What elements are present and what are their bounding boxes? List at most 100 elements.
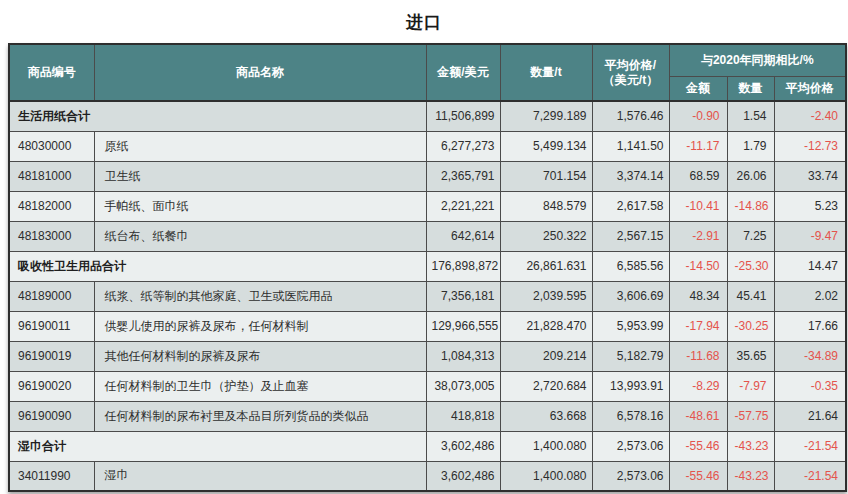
yoy-avg-price-cell: -34.89 [774,341,846,371]
avg-price-cell: 6,585.56 [592,251,669,281]
quantity-cell: 1,400.080 [500,461,592,491]
yoy-quantity-cell: -43.23 [727,431,774,461]
yoy-avg-price-cell: -12.73 [774,131,846,161]
product-name-cell: 纸浆、纸等制的其他家庭、卫生或医院用品 [94,281,426,311]
product-name-cell: 供婴儿使用的尿裤及尿布，任何材料制 [94,311,426,341]
yoy-amount-cell: -14.50 [669,251,727,281]
product-code-cell: 48182000 [9,191,94,221]
amount-cell: 1,084,313 [426,341,500,371]
amount-cell: 2,221,221 [426,191,500,221]
yoy-quantity-cell: 1.79 [727,131,774,161]
yoy-avg-price-cell: -2.40 [774,101,846,131]
product-code-cell: 96190090 [9,401,94,431]
amount-cell: 3,602,486 [426,461,500,491]
yoy-amount-cell: -17.94 [669,311,727,341]
yoy-quantity-cell: 35.65 [727,341,774,371]
table-header: 商品编号 商品名称 金额/美元 数量/t 平均价格/ （美元/t） 与2020年… [9,44,846,101]
yoy-quantity-cell: -57.75 [727,401,774,431]
product-code-cell: 34011990 [9,461,94,491]
avg-price-cell: 1,576.46 [592,101,669,131]
quantity-cell: 2,039.595 [500,281,592,311]
product-name-cell: 其他任何材料制的尿裤及尿布 [94,341,426,371]
col-header-quantity: 数量/t [500,44,592,101]
page: 进口 商品编号 商品名称 金额/美元 数量/t 平均价格/ （美元/t） 与20… [0,0,848,494]
yoy-amount-cell: -55.46 [669,431,727,461]
amount-cell: 3,602,486 [426,431,500,461]
yoy-amount-cell: -11.68 [669,341,727,371]
yoy-amount-cell: -10.41 [669,191,727,221]
table-row: 48181000卫生纸2,365,791701.1543,374.1468.59… [9,161,846,191]
yoy-avg-price-cell: -21.54 [774,431,846,461]
yoy-amount-cell: -0.90 [669,101,727,131]
yoy-amount-cell: -55.46 [669,461,727,491]
col-header-product-name: 商品名称 [94,44,426,101]
yoy-quantity-cell: 1.54 [727,101,774,131]
amount-cell: 11,506,899 [426,101,500,131]
subtotal-row: 生活用纸合计11,506,8997,299.1891,576.46-0.901.… [9,101,846,131]
table-row: 96190011供婴儿使用的尿裤及尿布，任何材料制129,966,55521,8… [9,311,846,341]
product-name-cell: 卫生纸 [94,161,426,191]
quantity-cell: 26,861.631 [500,251,592,281]
yoy-avg-price-cell: -21.54 [774,461,846,491]
amount-cell: 7,356,181 [426,281,500,311]
table-row: 48183000纸台布、纸餐巾642,614250.3222,567.15-2.… [9,221,846,251]
subtotal-row: 湿巾合计3,602,4861,400.0802,573.06-55.46-43.… [9,431,846,461]
col-header-amount: 金额/美元 [426,44,500,101]
yoy-avg-price-cell: 5.23 [774,191,846,221]
product-name-cell: 湿巾 [94,461,426,491]
yoy-quantity-cell: 26.06 [727,161,774,191]
import-data-table: 商品编号 商品名称 金额/美元 数量/t 平均价格/ （美元/t） 与2020年… [8,43,847,492]
avg-price-cell: 13,993.91 [592,371,669,401]
avg-price-cell: 3,606.69 [592,281,669,311]
table-row: 48189000纸浆、纸等制的其他家庭、卫生或医院用品7,356,1812,03… [9,281,846,311]
avg-price-cell: 3,374.14 [592,161,669,191]
avg-price-cell: 1,141.50 [592,131,669,161]
yoy-quantity-cell: 45.41 [727,281,774,311]
col-header-yoy-group: 与2020年同期相比/% [669,44,846,76]
amount-cell: 418,818 [426,401,500,431]
yoy-quantity-cell: -7.97 [727,371,774,401]
yoy-avg-price-cell: 21.64 [774,401,846,431]
table-body: 生活用纸合计11,506,8997,299.1891,576.46-0.901.… [9,101,846,491]
yoy-amount-cell: -11.17 [669,131,727,161]
quantity-cell: 848.579 [500,191,592,221]
product-name-cell: 手帕纸、面巾纸 [94,191,426,221]
table-row: 34011990湿巾3,602,4861,400.0802,573.06-55.… [9,461,846,491]
yoy-quantity-cell: 7.25 [727,221,774,251]
col-header-yoy-amount: 金额 [669,76,727,101]
product-code-cell: 48183000 [9,221,94,251]
yoy-avg-price-cell: 14.47 [774,251,846,281]
yoy-amount-cell: 68.59 [669,161,727,191]
quantity-cell: 7,299.189 [500,101,592,131]
yoy-quantity-cell: -25.30 [727,251,774,281]
product-code-cell: 96190020 [9,371,94,401]
quantity-cell: 209.214 [500,341,592,371]
subtotal-name-cell: 吸收性卫生用品合计 [9,251,426,281]
product-name-cell: 纸台布、纸餐巾 [94,221,426,251]
yoy-quantity-cell: -30.25 [727,311,774,341]
subtotal-name-cell: 湿巾合计 [9,431,426,461]
product-name-cell: 任何材料制的卫生巾（护垫）及止血塞 [94,371,426,401]
quantity-cell: 1,400.080 [500,431,592,461]
yoy-amount-cell: -2.91 [669,221,727,251]
amount-cell: 38,073,005 [426,371,500,401]
col-header-yoy-avg-price: 平均价格 [774,76,846,101]
col-header-product-code: 商品编号 [9,44,94,101]
avg-price-cell: 5,182.79 [592,341,669,371]
yoy-amount-cell: 48.34 [669,281,727,311]
yoy-avg-price-cell: -9.47 [774,221,846,251]
product-code-cell: 48189000 [9,281,94,311]
amount-cell: 2,365,791 [426,161,500,191]
subtotal-row: 吸收性卫生用品合计176,898,87226,861.6316,585.56-1… [9,251,846,281]
table-row: 96190019其他任何材料制的尿裤及尿布1,084,313209.2145,1… [9,341,846,371]
product-name-cell: 任何材料制的尿布衬里及本品目所列货品的类似品 [94,401,426,431]
col-header-yoy-quantity: 数量 [727,76,774,101]
col-header-avg-price: 平均价格/ （美元/t） [592,44,669,101]
product-name-cell: 原纸 [94,131,426,161]
product-code-cell: 48181000 [9,161,94,191]
yoy-quantity-cell: -14.86 [727,191,774,221]
amount-cell: 129,966,555 [426,311,500,341]
yoy-avg-price-cell: 2.02 [774,281,846,311]
table-row: 48030000原纸6,277,2735,499.1341,141.50-11.… [9,131,846,161]
avg-price-header-line1: 平均价格/ [595,58,667,73]
